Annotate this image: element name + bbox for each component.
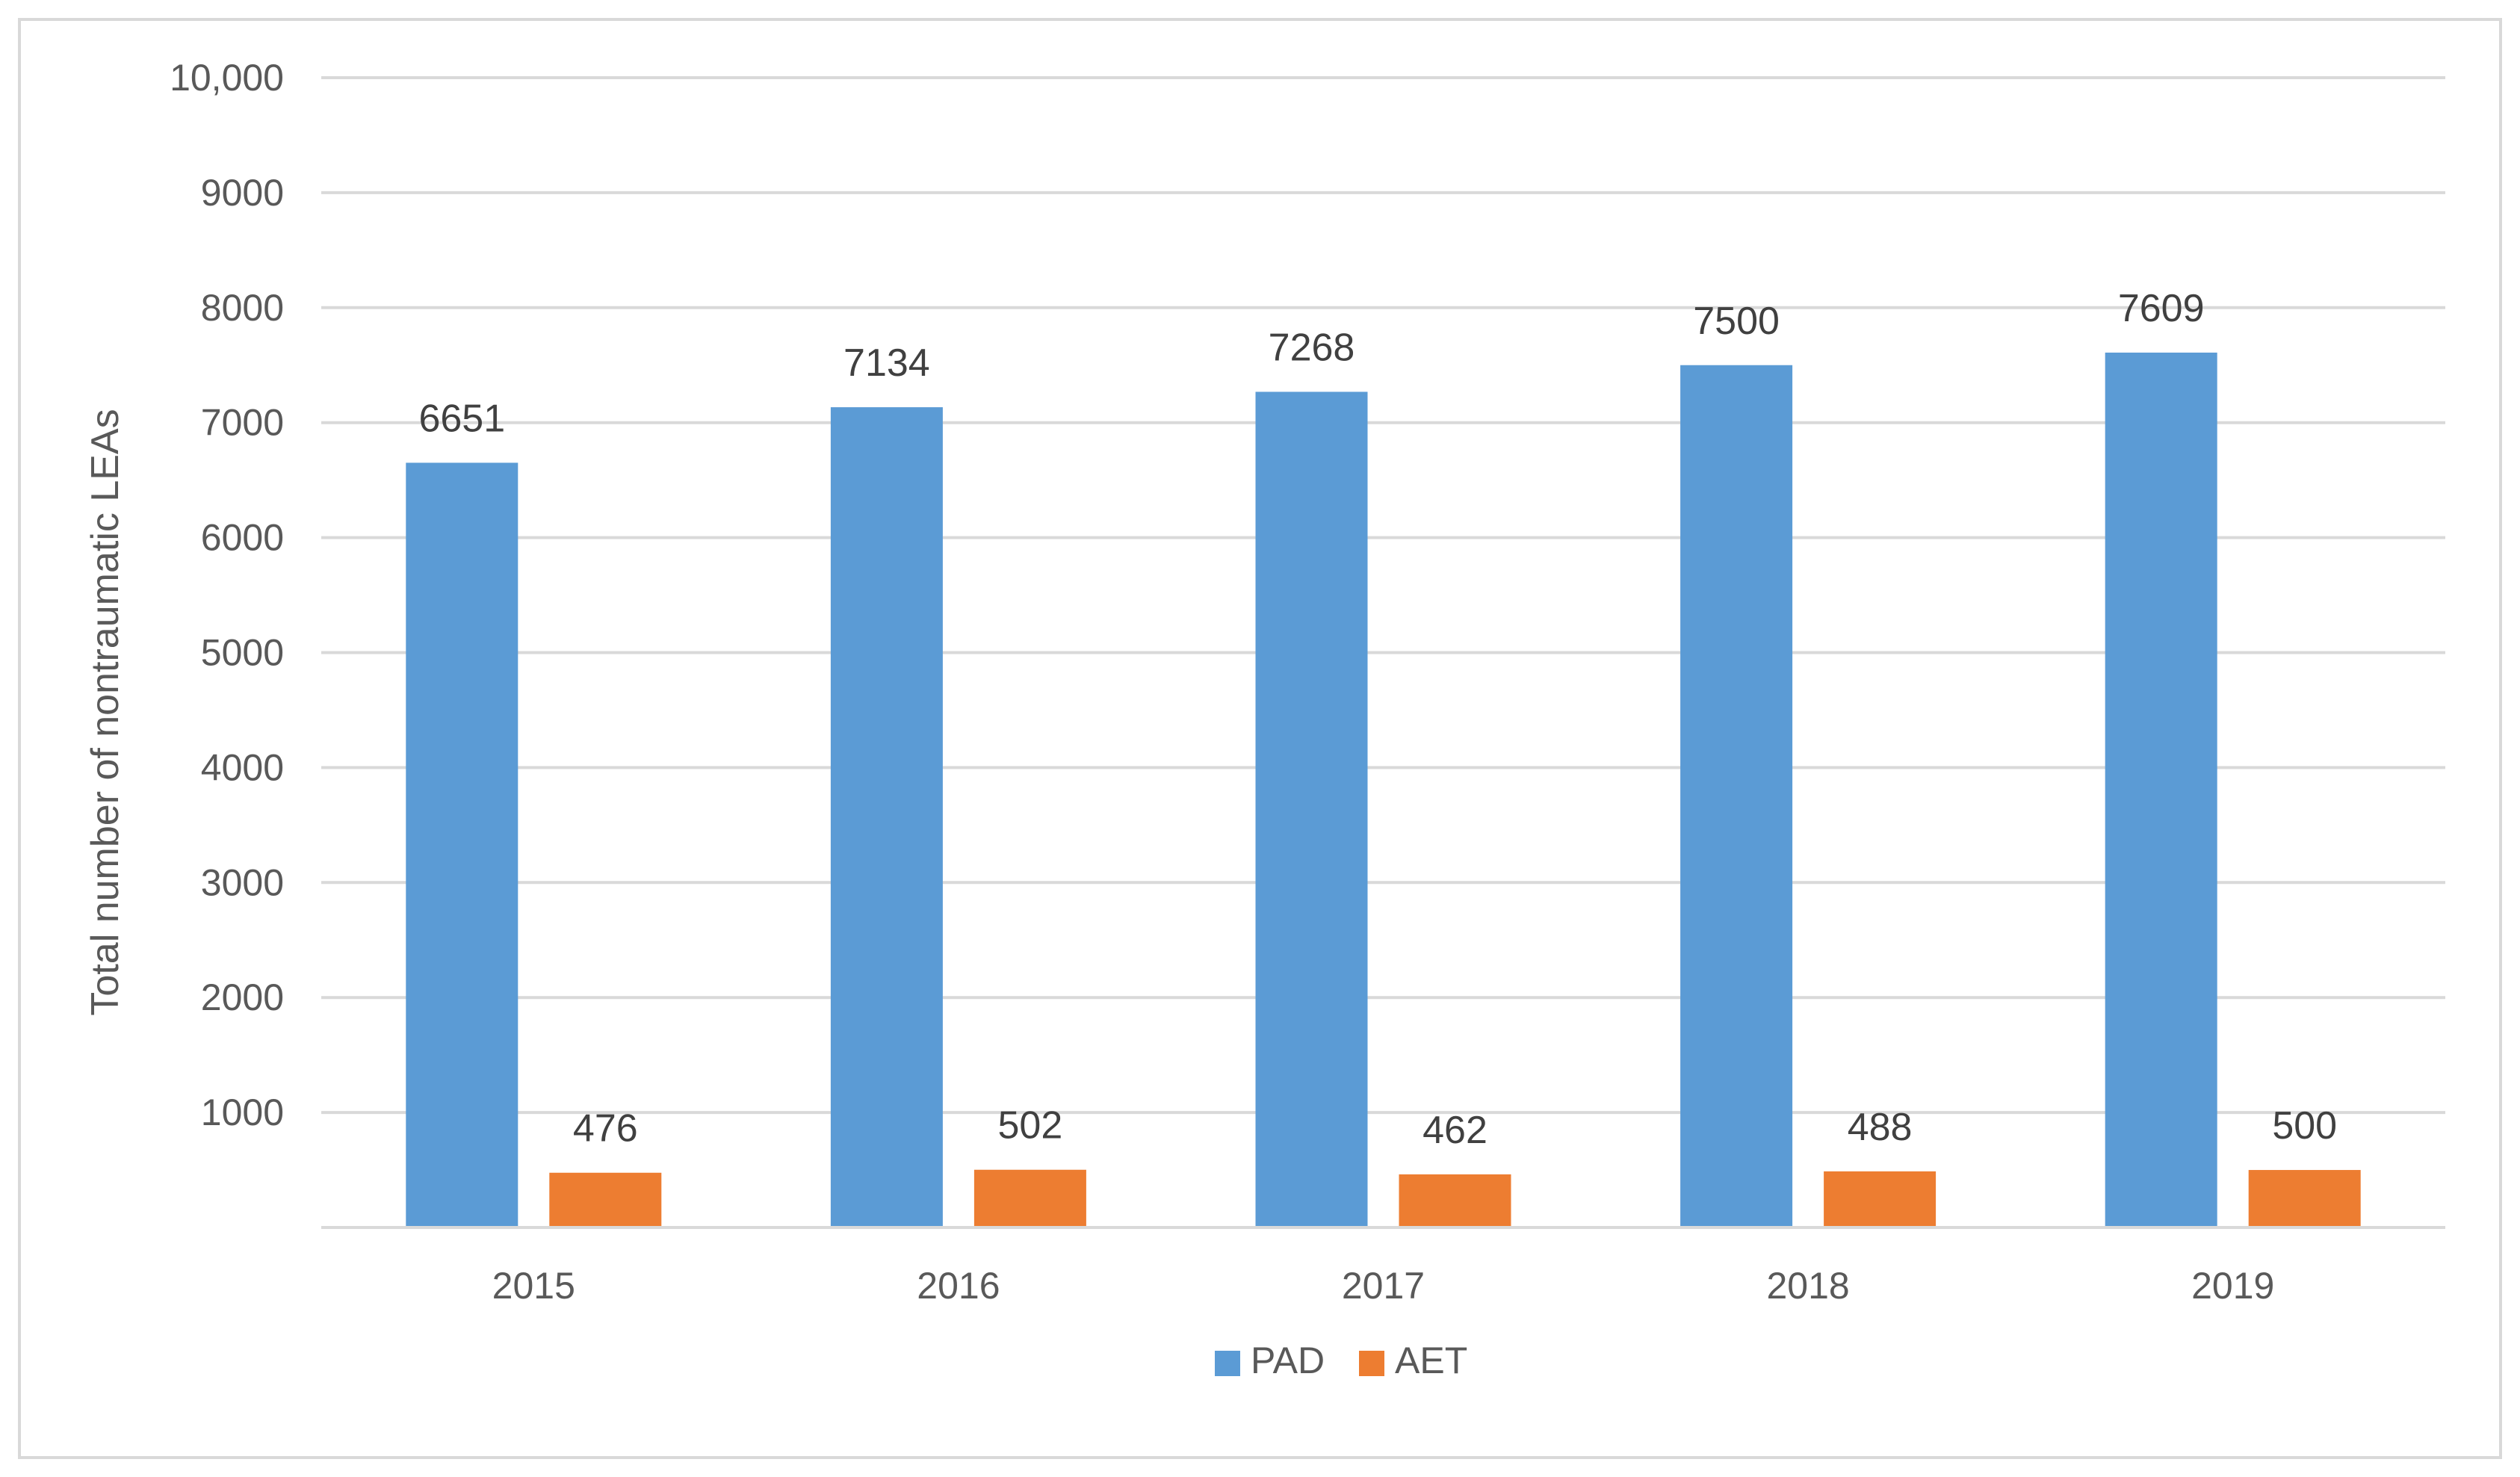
y-tick-label: 9000 [201,172,284,214]
x-tick-label: 2019 [2191,1265,2274,1307]
bar-aet [1399,1174,1511,1227]
data-label: 7609 [2118,287,2205,330]
bars [406,352,2361,1228]
legend-swatch-pad [1215,1351,1240,1376]
x-tick-label: 2016 [917,1265,1000,1307]
y-tick-label: 5000 [201,632,284,674]
y-tick-label: 7000 [201,402,284,444]
x-tick-label: 2017 [1342,1265,1425,1307]
data-label: 502 [998,1104,1063,1148]
legend: PAD AET [1215,1340,1467,1381]
y-tick-label: 8000 [201,287,284,329]
y-tick-label: 10,000 [170,57,284,99]
bar-pad [406,462,518,1227]
data-labels: 6651 476 7134 502 7268 462 7500 488 7609 500 [418,287,2337,1152]
legend-swatch-aet [1359,1351,1384,1376]
data-label: 7268 [1269,326,1355,369]
legend-label: PAD [1251,1340,1325,1381]
data-label: 500 [2272,1104,2337,1148]
bar-pad [830,407,943,1227]
x-tick-label: 2018 [1766,1265,1849,1307]
data-label: 462 [1422,1109,1487,1152]
axes: 1000 2000 3000 4000 5000 6000 7000 8000 9000 10,0… [170,57,2445,1307]
y-tick-label: 4000 [201,746,284,788]
bar-aet [2248,1170,2361,1227]
y-tick-label: 6000 [201,517,284,559]
chart-frame: 6651 476 7134 502 7268 462 7500 488 7609 500 1000… [18,18,2502,1459]
data-label: 6651 [418,397,505,440]
gridlines [321,76,2445,1115]
bar-aet [549,1172,662,1227]
legend-label: AET [1395,1340,1467,1381]
data-label: 7134 [843,341,930,385]
bar-aet [1824,1171,1937,1227]
bar-pad [1255,391,1368,1227]
data-label: 488 [1848,1106,1913,1149]
y-tick-label: 1000 [201,1092,284,1133]
bar-chart: 6651 476 7134 502 7268 462 7500 488 7609 500 1000… [84,57,2445,1381]
data-label: 476 [573,1107,638,1151]
data-label: 7500 [1693,300,1780,343]
bar-aet [973,1169,1086,1227]
y-tick-label: 2000 [201,976,284,1018]
y-axis-title: Total number of nontraumatic LEAs [84,409,127,1015]
y-tick-label: 3000 [201,861,284,903]
bar-pad [2105,352,2217,1228]
bar-pad [1680,365,1793,1227]
x-tick-label: 2015 [492,1265,575,1307]
